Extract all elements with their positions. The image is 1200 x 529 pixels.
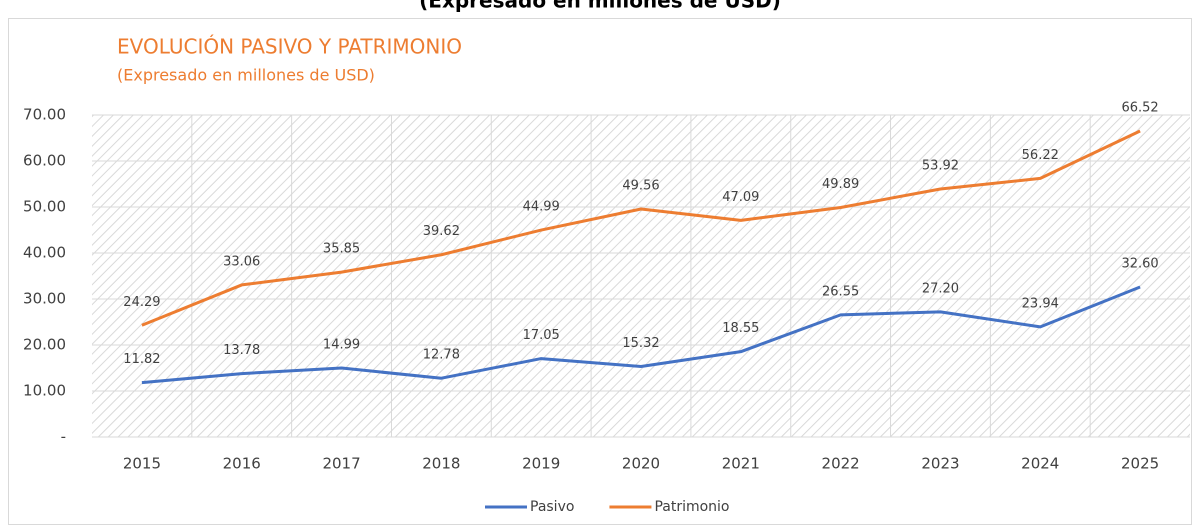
- y-tick-label: 60.00: [23, 152, 66, 170]
- x-tick-label: 2025: [1121, 455, 1159, 473]
- legend-label: Patrimonio: [654, 499, 729, 515]
- data-label: 26.55: [822, 284, 859, 299]
- data-label: 53.92: [922, 158, 959, 173]
- data-label: 23.94: [1022, 296, 1059, 311]
- x-tick-label: 2023: [921, 455, 959, 473]
- data-label: 24.29: [123, 295, 160, 310]
- y-tick-label: 30.00: [23, 290, 66, 308]
- data-label: 33.06: [223, 254, 260, 269]
- plot-area: [92, 115, 1190, 437]
- line-series: [141, 129, 1141, 327]
- x-tick-label: 2022: [822, 455, 860, 473]
- y-tick-label: 70.00: [23, 106, 66, 124]
- y-tick-label: 10.00: [23, 382, 66, 400]
- x-tick-label: 2017: [322, 455, 360, 473]
- data-label: 49.89: [822, 177, 859, 192]
- x-tick-label: 2015: [123, 455, 161, 473]
- data-label: 47.09: [722, 190, 759, 205]
- x-tick-label: 2024: [1021, 455, 1059, 473]
- x-tick-label: 2019: [522, 455, 560, 473]
- chart-title: EVOLUCIÓN PASIVO Y PATRIMONIO: [117, 35, 462, 59]
- y-tick-label: 20.00: [23, 336, 66, 354]
- x-tick-label: 2021: [722, 455, 760, 473]
- data-label: 17.05: [523, 328, 560, 343]
- data-label: 18.55: [722, 321, 759, 336]
- data-label: 56.22: [1022, 148, 1059, 163]
- y-tick-label: 40.00: [23, 244, 66, 262]
- data-label: 39.62: [423, 224, 460, 239]
- data-label: 35.85: [323, 242, 360, 257]
- top-caption: (Expresado en millones de USD): [419, 0, 781, 13]
- data-label: 15.32: [622, 336, 659, 351]
- data-label: 32.60: [1121, 257, 1158, 272]
- x-tick-label: 2020: [622, 455, 660, 473]
- data-label: 49.56: [622, 179, 659, 194]
- x-tick-label: 2018: [422, 455, 460, 473]
- data-label: 12.78: [423, 348, 460, 363]
- data-label: 11.82: [123, 352, 160, 367]
- y-tick-label: 50.00: [23, 198, 66, 216]
- data-label: 66.52: [1121, 101, 1158, 116]
- legend-label: Pasivo: [530, 499, 574, 515]
- data-label: 44.99: [523, 200, 560, 215]
- x-tick-label: 2016: [223, 455, 261, 473]
- data-label: 13.78: [223, 343, 260, 358]
- data-label: 14.99: [323, 338, 360, 353]
- data-label: 27.20: [922, 281, 959, 296]
- chart-subtitle: (Expresado en millones de USD): [117, 66, 375, 85]
- y-tick-label: -: [61, 428, 66, 446]
- line-series: [141, 285, 1141, 385]
